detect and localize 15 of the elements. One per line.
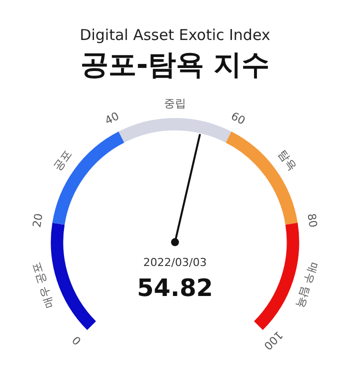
slice-label: 탐욕 [276,148,300,174]
text: 0 [70,333,84,348]
slice-label: 중립 [164,96,186,110]
text: 80 [304,212,320,228]
text: 60 [228,110,248,128]
text: 40 [102,110,122,128]
slice-label: 매우 탐욕 [294,260,321,310]
chart-subtitle: Digital Asset Exotic Index [78,26,272,44]
text: 2022/03/03 [143,256,207,270]
chart-title: 공포-탐욕 지수 [79,47,271,83]
text: 100 [261,328,286,352]
text: 54.82 [137,274,213,302]
slice-label: 공포 [50,148,74,174]
text: 20 [30,212,46,228]
slice-label: 매우 공포 [29,260,56,310]
